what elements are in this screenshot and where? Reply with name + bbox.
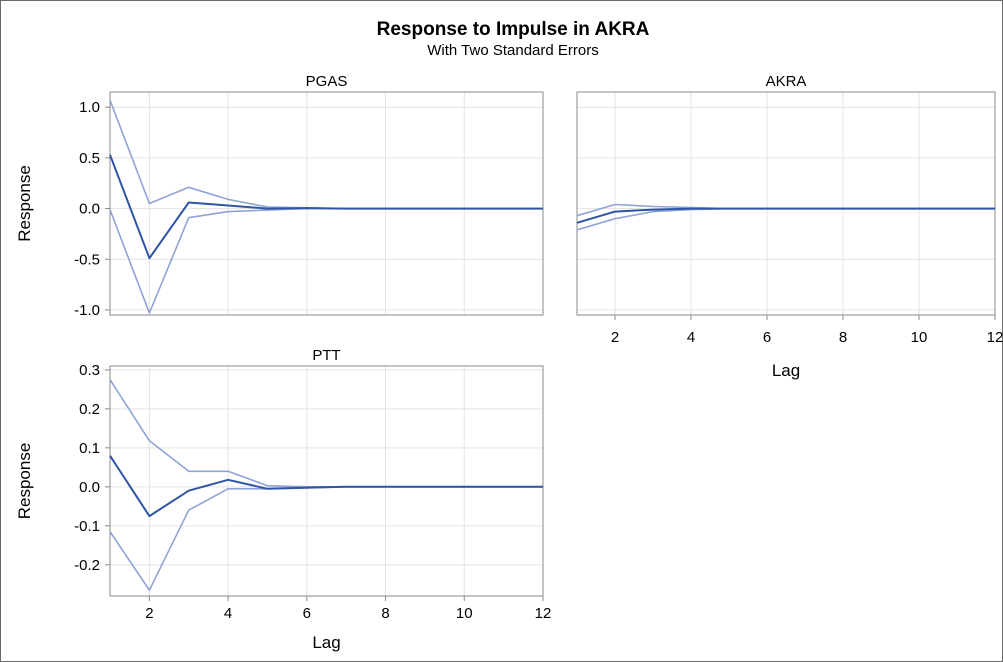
lower-band-line xyxy=(576,207,995,231)
lower-band-line xyxy=(109,207,543,314)
upper-band-line xyxy=(109,99,543,210)
panel-pgas: PGAS 1.0 0.5 0.0 -0.5 -1.0 Response xyxy=(15,73,544,319)
y-tick-label: 1.0 xyxy=(79,99,100,116)
panel-ptt: PTT 0.3 0.2 0.1 0.0 -0.1 -0.2 2 4 6 8 10 12 Response L… xyxy=(15,347,551,652)
plot-frame xyxy=(109,365,544,597)
y-tick-label: -0.1 xyxy=(74,518,100,535)
y-tick-label: -0.2 xyxy=(74,557,100,574)
panel-akra: AKRA 2 4 6 8 10 12 Lag xyxy=(576,73,1003,380)
x-tick-label: 4 xyxy=(687,329,695,346)
y-tick-label: 0.0 xyxy=(79,201,100,218)
panels: PGAS 1.0 0.5 0.0 -0.5 -1.0 Response AKRA 2 4 6 8 10 1… xyxy=(15,73,1003,652)
x-tick-label: 2 xyxy=(145,605,153,622)
y-tick-label: -0.5 xyxy=(74,251,100,268)
x-axis-label: Lag xyxy=(772,361,800,380)
response-line xyxy=(109,455,543,518)
y-axis-label: Response xyxy=(15,165,34,242)
x-tick-label: 10 xyxy=(456,605,473,622)
x-tick-label: 8 xyxy=(839,329,847,346)
x-tick-label: 6 xyxy=(763,329,771,346)
lower-band-line xyxy=(109,485,543,592)
y-tick-label: 0.0 xyxy=(79,479,100,496)
panel-title: PTT xyxy=(312,347,340,364)
plot-frame xyxy=(109,91,544,316)
response-line xyxy=(109,154,543,260)
chart-subtitle: With Two Standard Errors xyxy=(427,42,598,59)
y-tick-label: 0.1 xyxy=(79,440,100,457)
y-axis-label: Response xyxy=(15,443,34,520)
chart-title: Response to Impulse in AKRA xyxy=(377,19,650,40)
x-tick-label: 12 xyxy=(535,605,552,622)
y-tick-label: 0.3 xyxy=(79,362,100,379)
x-tick-label: 10 xyxy=(911,329,928,346)
panel-title: PGAS xyxy=(306,73,348,90)
y-tick-label: 0.5 xyxy=(79,150,100,167)
x-tick-label: 2 xyxy=(611,329,619,346)
plot-frame xyxy=(576,91,996,316)
x-axis-label: Lag xyxy=(312,633,340,652)
x-tick-label: 4 xyxy=(224,605,232,622)
x-tick-label: 8 xyxy=(381,605,389,622)
x-tick-label: 6 xyxy=(303,605,311,622)
y-tick-label: -1.0 xyxy=(74,302,100,319)
x-tick-label: 12 xyxy=(987,329,1003,346)
upper-band-line xyxy=(109,379,543,488)
response-line xyxy=(576,207,995,224)
panel-title: AKRA xyxy=(766,73,807,90)
y-tick-label: 0.2 xyxy=(79,401,100,418)
